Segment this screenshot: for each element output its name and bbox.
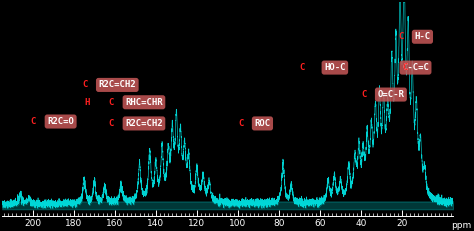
Text: C: C <box>361 90 366 99</box>
Text: C: C <box>402 63 408 72</box>
Text: C: C <box>300 63 305 72</box>
Text: HO-C: HO-C <box>324 63 346 72</box>
Text: ppm: ppm <box>451 221 472 230</box>
Text: O=C-R: O=C-R <box>377 90 404 99</box>
Text: ROC: ROC <box>255 119 271 128</box>
Text: H-C: H-C <box>414 32 430 41</box>
Text: C: C <box>82 80 88 89</box>
Text: RHC=CHR: RHC=CHR <box>125 98 163 107</box>
Text: R2C=CH2: R2C=CH2 <box>99 80 136 89</box>
Text: R2C=O: R2C=O <box>47 117 74 126</box>
Text: C: C <box>109 119 114 128</box>
Text: C: C <box>398 32 403 41</box>
Text: C: C <box>31 117 36 126</box>
Text: C-C=C: C-C=C <box>402 63 429 72</box>
Text: H: H <box>84 98 90 107</box>
Text: R2C=CH2: R2C=CH2 <box>125 119 163 128</box>
Text: C: C <box>238 119 243 128</box>
Text: C: C <box>109 98 114 107</box>
